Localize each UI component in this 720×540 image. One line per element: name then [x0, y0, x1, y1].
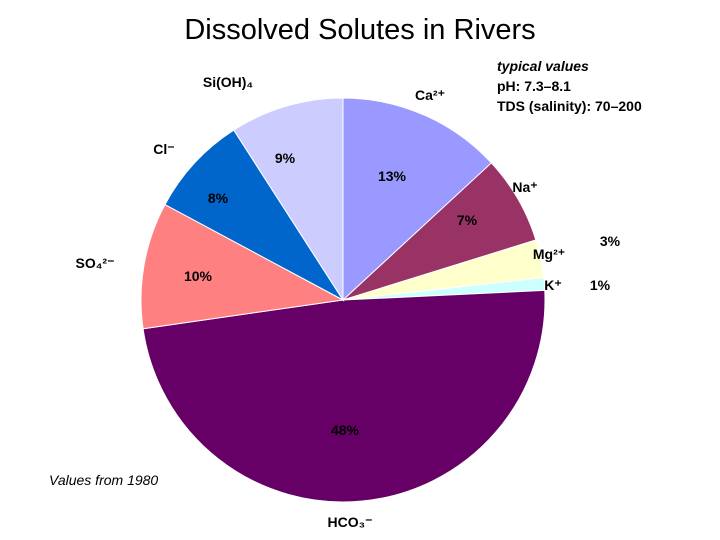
slice-name-so4: SO₄²⁻ — [76, 255, 115, 271]
source-footnote: Values from 1980 — [49, 472, 159, 488]
tds-note: TDS (salinity): 70–200 — [497, 98, 642, 114]
slice-percent-hco3: 48% — [331, 422, 360, 438]
slice-name-na: Na⁺ — [512, 179, 537, 195]
slice-name-k: K⁺ — [544, 277, 562, 293]
pie-slice-ca — [342, 97, 493, 302]
slice-percent-cl: 8% — [208, 190, 229, 206]
pie-slice-sioh4 — [233, 97, 344, 302]
typical-values-heading: typical values — [497, 58, 589, 74]
slice-percent-k: 1% — [590, 277, 611, 293]
slice-name-ca: Ca²⁺ — [415, 87, 445, 103]
slice-percent-mg: 3% — [600, 233, 621, 249]
ph-note: pH: 7.3–8.1 — [497, 78, 571, 94]
pie-slice-so4 — [140, 203, 345, 330]
slice-percent-na: 7% — [457, 212, 478, 228]
slice-name-hco3: HCO₃⁻ — [328, 514, 373, 530]
chart-title: Dissolved Solutes in Rivers — [184, 14, 536, 46]
slice-name-cl: Cl⁻ — [153, 141, 174, 157]
slice-percent-so4: 10% — [184, 268, 213, 284]
pie-slice-cl — [164, 129, 345, 302]
slice-name-mg: Mg²⁺ — [533, 246, 565, 262]
slice-percent-sioh4: 9% — [275, 150, 296, 166]
slice-name-sioh4: Si(OH)₄ — [203, 74, 253, 90]
pie-slice-hco3 — [142, 289, 546, 503]
slice-percent-ca: 13% — [378, 168, 407, 184]
